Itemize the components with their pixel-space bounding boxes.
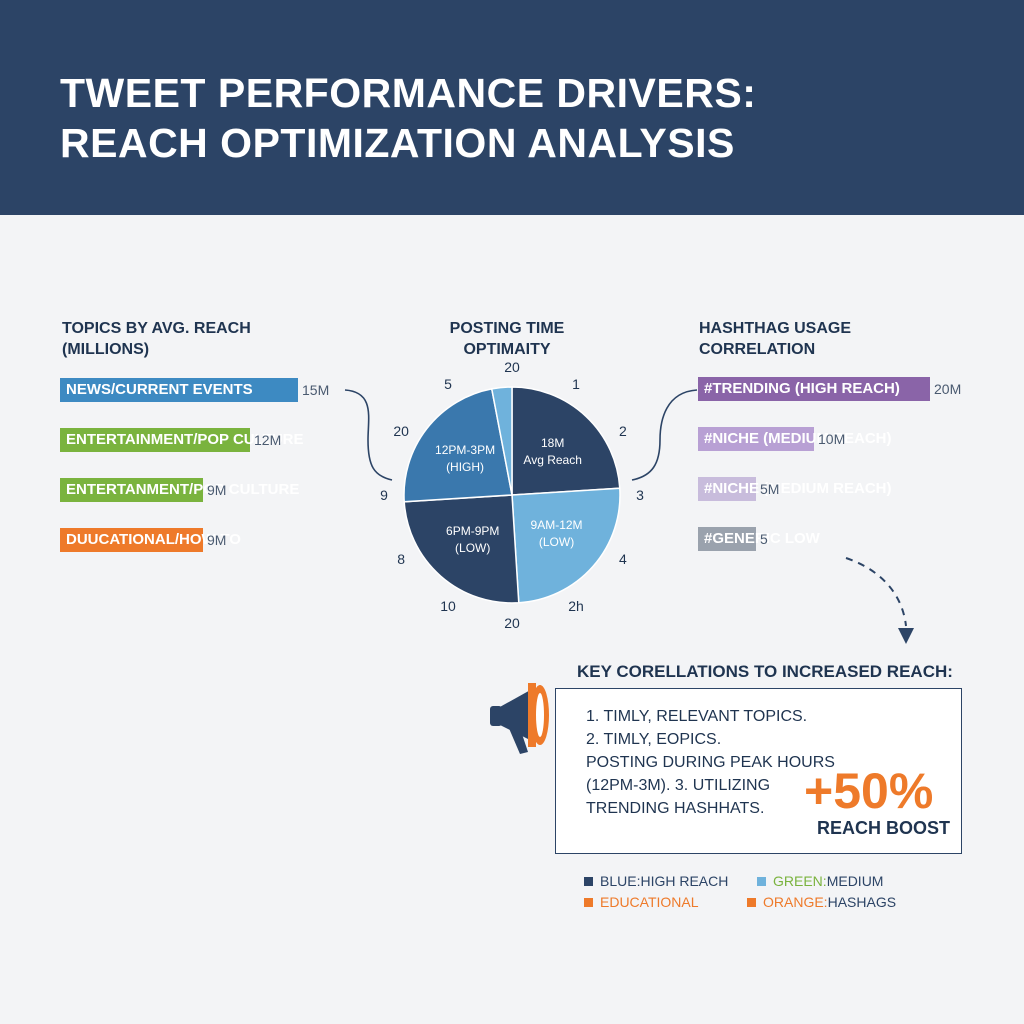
- clock-label-5: 2h: [568, 597, 584, 614]
- topics-title-line-2: (MILLIONS): [62, 341, 150, 358]
- pie-slice-label-line-1: 9AM-12M: [530, 518, 583, 533]
- pie-slice-label-1: 9AM-12M (LOW): [531, 517, 583, 551]
- bar-0: #TRENDING (HIGH REACH): [698, 377, 930, 401]
- bar-value-0: 15M: [302, 382, 330, 398]
- title-line-2: REACH OPTIMIZATION ANALYSIS: [60, 120, 735, 166]
- pie-slice-label-line-2: (HIGH): [446, 459, 485, 474]
- clock-label-8: 8: [397, 551, 406, 567]
- pie-slice-label-line-1: 6PM-9PM: [446, 523, 500, 538]
- pie-slice-3: [403, 388, 513, 503]
- bar-value-1: 12M: [254, 432, 282, 448]
- legend-blue: BLUE: HIGH REACH: [584, 873, 728, 889]
- clock-label-7: 10: [440, 597, 456, 614]
- title-line-1: TWEET PERFORMANCE DRIVERS:: [60, 70, 757, 116]
- pie-slice-label-3: 12PM-3PM (HIGH): [435, 442, 495, 476]
- legend-square-orange: [584, 897, 593, 907]
- bar-label-3: DUUCATIONAL/HOW-TO: [66, 531, 241, 548]
- clock-label-0: 20: [504, 359, 520, 375]
- legend-text: HASHAGS: [827, 894, 897, 910]
- legend-prefix: BLUE:: [600, 873, 641, 889]
- header-banner: TWEET PERFORMANCE DRIVERS: REACH OPTIMIZ…: [0, 0, 1024, 215]
- bar-label-1: #NICHE (MEDIUM REACH): [704, 430, 892, 447]
- card-line-5: TRENDING HASHHATS.: [586, 800, 765, 817]
- bar-1: ENTERTAINMENT/POP CULTURE: [60, 428, 304, 452]
- clock-label-9: 9: [380, 487, 388, 503]
- bar-label-0: #TRENDING (HIGH REACH): [704, 380, 900, 397]
- pie-slice-label-line-1: 18M: [540, 435, 565, 450]
- legend-square-light-blue: [757, 876, 766, 886]
- card-line-2: 2. TIMLY, EOPICS.: [586, 731, 722, 748]
- hashtag-title-line-2: CORRELATION: [699, 341, 816, 358]
- legend-orange: ORANGE: HASHAGS: [747, 894, 896, 910]
- reach-boost-value: +50%: [804, 763, 934, 819]
- bar-0: NEWS/CURRENT EVENTS: [60, 378, 298, 402]
- posting-title-line-1: POSTING TIME: [449, 320, 565, 337]
- pie-slice-label-line-2: (LOW): [455, 540, 491, 555]
- bar-value-3: 9M: [207, 532, 227, 548]
- bar-label-1: ENTERTAINMENT/POP CULTURE: [66, 431, 304, 448]
- legend-text: HIGH REACH: [640, 873, 729, 889]
- bar-2: ENTERTANMENT/POP CULTURE: [60, 478, 299, 502]
- card-line-1: 1. TIMLY, RELEVANT TOPICS.: [586, 708, 808, 725]
- pie-slice-0: [511, 386, 621, 496]
- pie-slice-label-line-1: 12PM-3PM: [435, 442, 496, 457]
- card-line-4: (12PM-3M). 3. UTILIZING: [586, 777, 771, 794]
- card-line-3: POSTING DURING PEAK HOURS: [586, 754, 835, 771]
- posting-time-title: POSTING TIME OPTIMAITY: [450, 318, 565, 360]
- bar-3: DUUCATIONAL/HOW-TO: [60, 528, 241, 552]
- bar-value-2: 5M: [760, 481, 780, 497]
- topics-chart-title: TOPICS BY AVG. REACH (MILLIONS): [62, 318, 251, 360]
- clock-label-3: 3: [636, 487, 644, 503]
- clock-label-1: 1: [572, 376, 580, 393]
- legend-text: MEDIUM: [826, 873, 884, 889]
- key-correlations-card: [555, 688, 962, 854]
- bar-value-2: 9M: [207, 482, 227, 498]
- legend-square-navy: [584, 876, 593, 886]
- bar-value-0: 20M: [934, 381, 962, 397]
- legend-prefix: EDUCATIONAL: [600, 894, 699, 910]
- clock-label-10: 20: [393, 423, 409, 439]
- pie-slice-label-2: 6PM-9PM (LOW): [446, 523, 499, 557]
- clock-label-2: 2: [618, 423, 627, 439]
- bar-label-0: NEWS/CURRENT EVENTS: [66, 381, 253, 398]
- clock-label-11: 5: [444, 376, 452, 393]
- bar-value-3: 5: [760, 531, 768, 547]
- bar-label-2: ENTERTANMENT/POP CULTURE: [66, 481, 300, 498]
- topics-title-line-1: TOPICS BY AVG. REACH: [62, 320, 251, 337]
- reach-boost-label: REACH BOOST: [817, 818, 951, 838]
- bar-3: #GENERIC LOW: [698, 527, 820, 551]
- bar-label-3: #GENERIC LOW: [704, 530, 820, 547]
- pie-slice-4: [490, 386, 513, 496]
- legend-square-orange: [747, 897, 756, 907]
- key-correlations-title: KEY CORELLATIONS TO INCREASED REACH:: [577, 662, 953, 681]
- bar-2: #NICHE (MEDIUM REACH): [698, 477, 892, 501]
- hashtag-chart-title: HASHTHAG USAGE CORRELATION: [699, 318, 851, 360]
- bar-label-2: #NICHE (MEDIUM REACH): [704, 480, 892, 497]
- pie-slice-label-line-2: Avg Reach: [523, 452, 582, 467]
- posting-title-line-2: OPTIMAITY: [463, 341, 551, 358]
- legend-prefix: ORANGE:: [763, 894, 828, 910]
- pie-slice-label-line-2: (LOW): [538, 535, 575, 550]
- pie-slice-2: [403, 494, 520, 604]
- pie-slice-1: [511, 487, 621, 604]
- bar-value-1: 10M: [818, 431, 846, 447]
- legend-educational: EDUCATIONAL: [584, 894, 699, 910]
- legend-green: GREEN: MEDIUM: [757, 873, 883, 889]
- megaphone-icon: [490, 683, 549, 754]
- bar-1: #NICHE (MEDIUM REACH): [698, 427, 892, 451]
- hashtag-title-line-1: HASHTHAG USAGE: [699, 320, 852, 337]
- legend-prefix: GREEN:: [773, 873, 827, 889]
- clock-label-6: 20: [504, 615, 520, 631]
- clock-label-4: 4: [618, 551, 627, 567]
- pie-slice-label-0: 18M Avg Reach: [523, 435, 581, 469]
